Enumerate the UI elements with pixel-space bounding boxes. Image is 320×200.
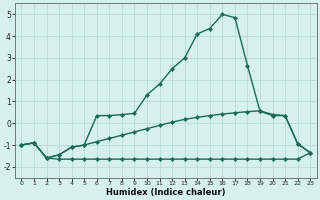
X-axis label: Humidex (Indice chaleur): Humidex (Indice chaleur) [106, 188, 226, 197]
